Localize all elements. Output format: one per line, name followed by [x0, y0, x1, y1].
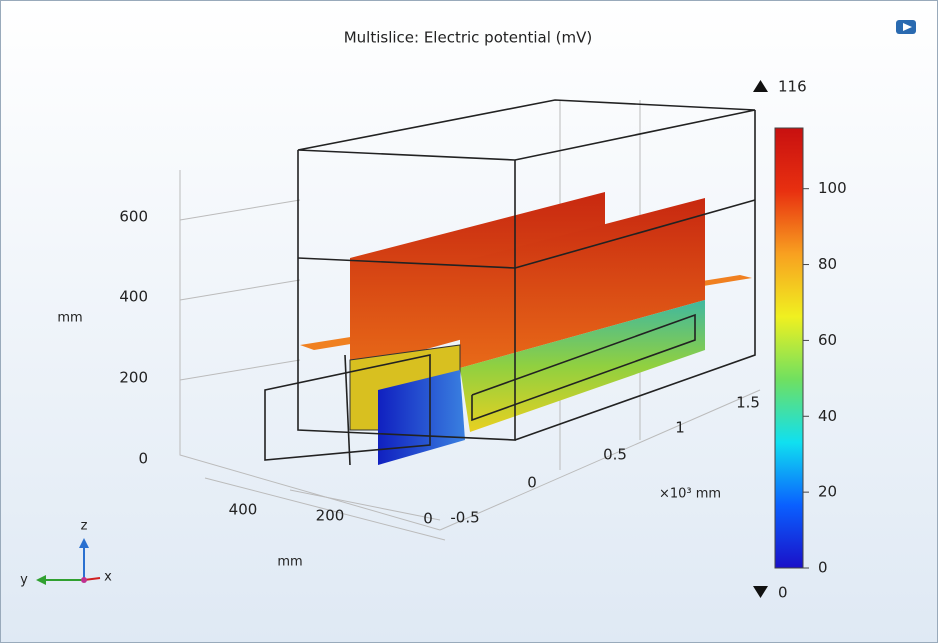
z-axis: 600 400 200 0 mm	[57, 208, 148, 468]
min-marker	[753, 586, 768, 598]
colorbar-tick-label: 60	[818, 331, 837, 349]
x-axis: -0.5 0 0.5 1 1.5 ×10³ mm	[450, 394, 760, 527]
colorbar-max: 116	[778, 78, 807, 96]
colorbar	[774, 127, 804, 569]
plot-title: Multislice: Electric potential (mV)	[344, 29, 593, 47]
electrode-slice	[378, 370, 465, 465]
y-axis-label: mm	[277, 555, 302, 570]
max-marker	[753, 80, 768, 92]
colorbar-tick-label: 100	[818, 179, 847, 197]
x-tick-label: -0.5	[450, 509, 479, 527]
triad-x: x	[104, 570, 112, 585]
y-axis: 400 200 0 mm	[229, 501, 433, 570]
x-axis-label: ×10³ mm	[659, 487, 721, 502]
y-tick-label: 200	[316, 507, 345, 525]
x-tick-label: 1	[675, 419, 685, 437]
x-tick-label: 0.5	[603, 446, 627, 464]
y-tick-label: 0	[423, 510, 433, 528]
colorbar-tick-label: 40	[818, 407, 837, 425]
z-axis-label: mm	[57, 311, 82, 326]
vertical-slice	[460, 198, 705, 368]
colorbar-tick-label: 0	[818, 559, 828, 577]
colorbar-tick-label: 80	[818, 255, 837, 273]
z-tick-label: 400	[119, 288, 148, 306]
export-icon	[903, 23, 912, 31]
z-tick-label: 600	[119, 208, 148, 226]
geometry-wireframe	[264, 99, 756, 466]
z-tick-label: 0	[138, 450, 148, 468]
axis-triad: z y x	[20, 519, 112, 588]
y-tick-label: 400	[229, 501, 258, 519]
triad-z: z	[81, 519, 88, 534]
triad-y: y	[20, 573, 28, 588]
colorbar-min: 0	[778, 584, 788, 602]
colorbar-tick-label: 20	[818, 483, 837, 501]
x-tick-label: 1.5	[736, 394, 760, 412]
axis-grid	[179, 100, 761, 541]
z-tick-label: 200	[119, 369, 148, 387]
x-tick-label: 0	[527, 474, 537, 492]
